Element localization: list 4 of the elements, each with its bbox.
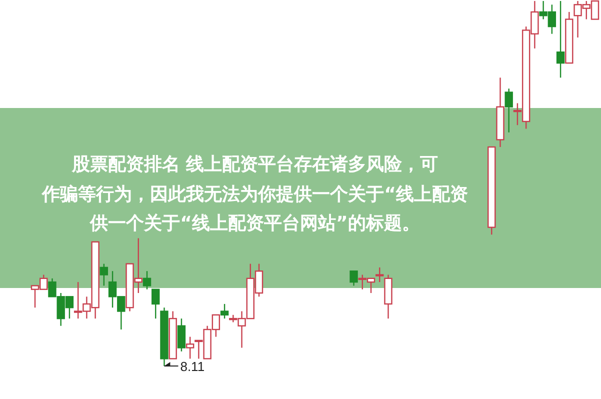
annotation: 供一个关于“线上配资平台网站”的标题。 xyxy=(89,213,420,234)
annotation: 作骗等行为，因此我无法为你提供一个关于“线上配资 xyxy=(41,184,468,205)
annotation: 股票配资排名 线上配资平台存在诸多风险，可 xyxy=(70,154,438,175)
annotation: 8.11 xyxy=(180,359,205,374)
